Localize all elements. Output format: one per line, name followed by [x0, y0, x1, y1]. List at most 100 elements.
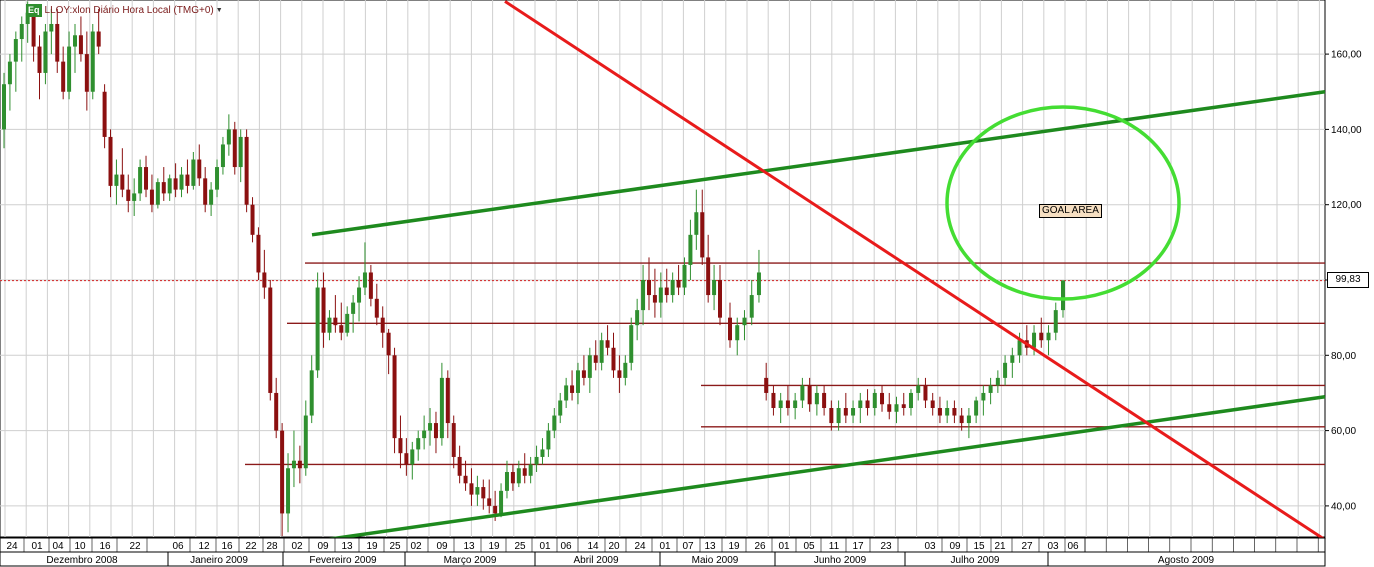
candle-up	[138, 167, 143, 194]
x-tick-label: 16	[99, 541, 111, 552]
candle-down	[321, 287, 326, 333]
candle-down	[829, 408, 834, 424]
candle-up	[575, 370, 580, 393]
x-tick-label: 01	[539, 541, 551, 552]
candle-up	[836, 408, 841, 424]
candle-up	[114, 174, 119, 186]
candle-down	[31, 16, 36, 47]
candle-down	[144, 167, 149, 190]
candle-down	[522, 468, 527, 476]
candle-up	[756, 272, 761, 296]
candle-up	[712, 280, 717, 296]
candle-up	[1017, 340, 1022, 356]
candle-up	[552, 415, 557, 431]
x-tick-label: 03	[1047, 541, 1059, 552]
chart-title-bar[interactable]: Eq LLOY:xlon Diário Hora Local (TMG+0) ▼	[0, 3, 223, 17]
candle-down	[880, 392, 885, 405]
x-tick-label: 13	[341, 541, 353, 552]
x-tick-label: 09	[317, 541, 329, 552]
candle-down	[149, 189, 154, 205]
candle-up	[309, 370, 314, 416]
upper-channel-line	[311, 90, 1326, 237]
candle-down	[605, 340, 610, 348]
candle-down	[96, 31, 101, 47]
y-tick-label: 40,00	[1331, 501, 1356, 512]
x-tick-label: 21	[994, 541, 1006, 552]
candle-up	[362, 272, 367, 288]
candle-up	[558, 400, 563, 416]
candle-up	[749, 295, 754, 318]
x-tick-label: 19	[728, 541, 740, 552]
candle-down	[469, 483, 474, 495]
candle-down	[930, 400, 935, 409]
candle-up	[226, 129, 231, 145]
candle-up	[995, 377, 1000, 386]
candle-down	[764, 377, 769, 393]
candle-down	[386, 332, 391, 356]
x-tick-label: 02	[291, 541, 303, 552]
candle-down	[404, 453, 409, 465]
candle-up	[945, 408, 950, 416]
chart-title: LLOY:xlon Diário Hora Local (TMG+0)	[44, 4, 214, 16]
x-tick-label: 24	[634, 541, 646, 552]
candle-up	[439, 377, 444, 439]
candle-up	[908, 392, 913, 409]
candle-down	[84, 54, 89, 92]
candle-down	[728, 317, 732, 341]
candle-down	[197, 159, 202, 179]
candle-down	[611, 347, 616, 371]
y-tick-label: 120,00	[1331, 200, 1362, 211]
candle-down	[451, 423, 456, 457]
x-tick-label: 25	[389, 541, 401, 552]
candle-up	[858, 400, 863, 409]
candle-down	[865, 400, 870, 409]
candle-down	[102, 91, 107, 137]
x-tick-label: 13	[704, 541, 716, 552]
candle-up	[641, 280, 646, 311]
candle-up	[587, 355, 592, 378]
candle-up	[90, 31, 95, 92]
candle-up	[1032, 332, 1037, 348]
chevron-down-icon[interactable]: ▼	[215, 6, 223, 14]
goal-area-circle	[945, 105, 1181, 301]
candle-up	[742, 317, 747, 326]
candle-down	[61, 61, 66, 92]
candle-up	[814, 392, 819, 405]
candle-up	[43, 31, 48, 73]
month-label: Janeiro 2009	[190, 555, 248, 566]
candle-down	[510, 472, 515, 484]
last-price-label: 99,83	[1327, 272, 1369, 288]
candle-up	[327, 317, 332, 333]
candle-down	[646, 280, 651, 296]
x-tick-label: 22	[245, 541, 257, 552]
goal-area-label: GOAL AREA	[1039, 204, 1102, 218]
y-tick-label: 140,00	[1331, 125, 1362, 136]
candle-down	[78, 35, 83, 55]
candle-down	[185, 174, 190, 186]
candle-down	[771, 392, 776, 409]
candle-up	[988, 385, 993, 393]
x-tick-label: 19	[488, 541, 500, 552]
candle-down	[676, 280, 681, 288]
candle-up	[499, 490, 504, 514]
candle-up	[416, 438, 421, 450]
x-tick-label: 01	[778, 541, 790, 552]
candle-down	[1039, 332, 1044, 341]
month-label: Março 2009	[444, 555, 497, 566]
y-tick-label: 80,00	[1331, 351, 1356, 362]
candle-down	[55, 23, 60, 62]
candle-up	[220, 144, 225, 168]
x-tick-label: 01	[31, 541, 43, 552]
candle-down	[173, 178, 178, 190]
x-tick-label: 20	[608, 541, 620, 552]
candle-up	[13, 39, 18, 62]
candle-up	[1010, 355, 1015, 363]
candle-up	[132, 193, 137, 201]
x-tick-label: 22	[129, 541, 141, 552]
candle-up	[540, 449, 545, 457]
candle-down	[822, 392, 827, 409]
candle-up	[428, 423, 433, 431]
candle-down	[457, 456, 462, 476]
